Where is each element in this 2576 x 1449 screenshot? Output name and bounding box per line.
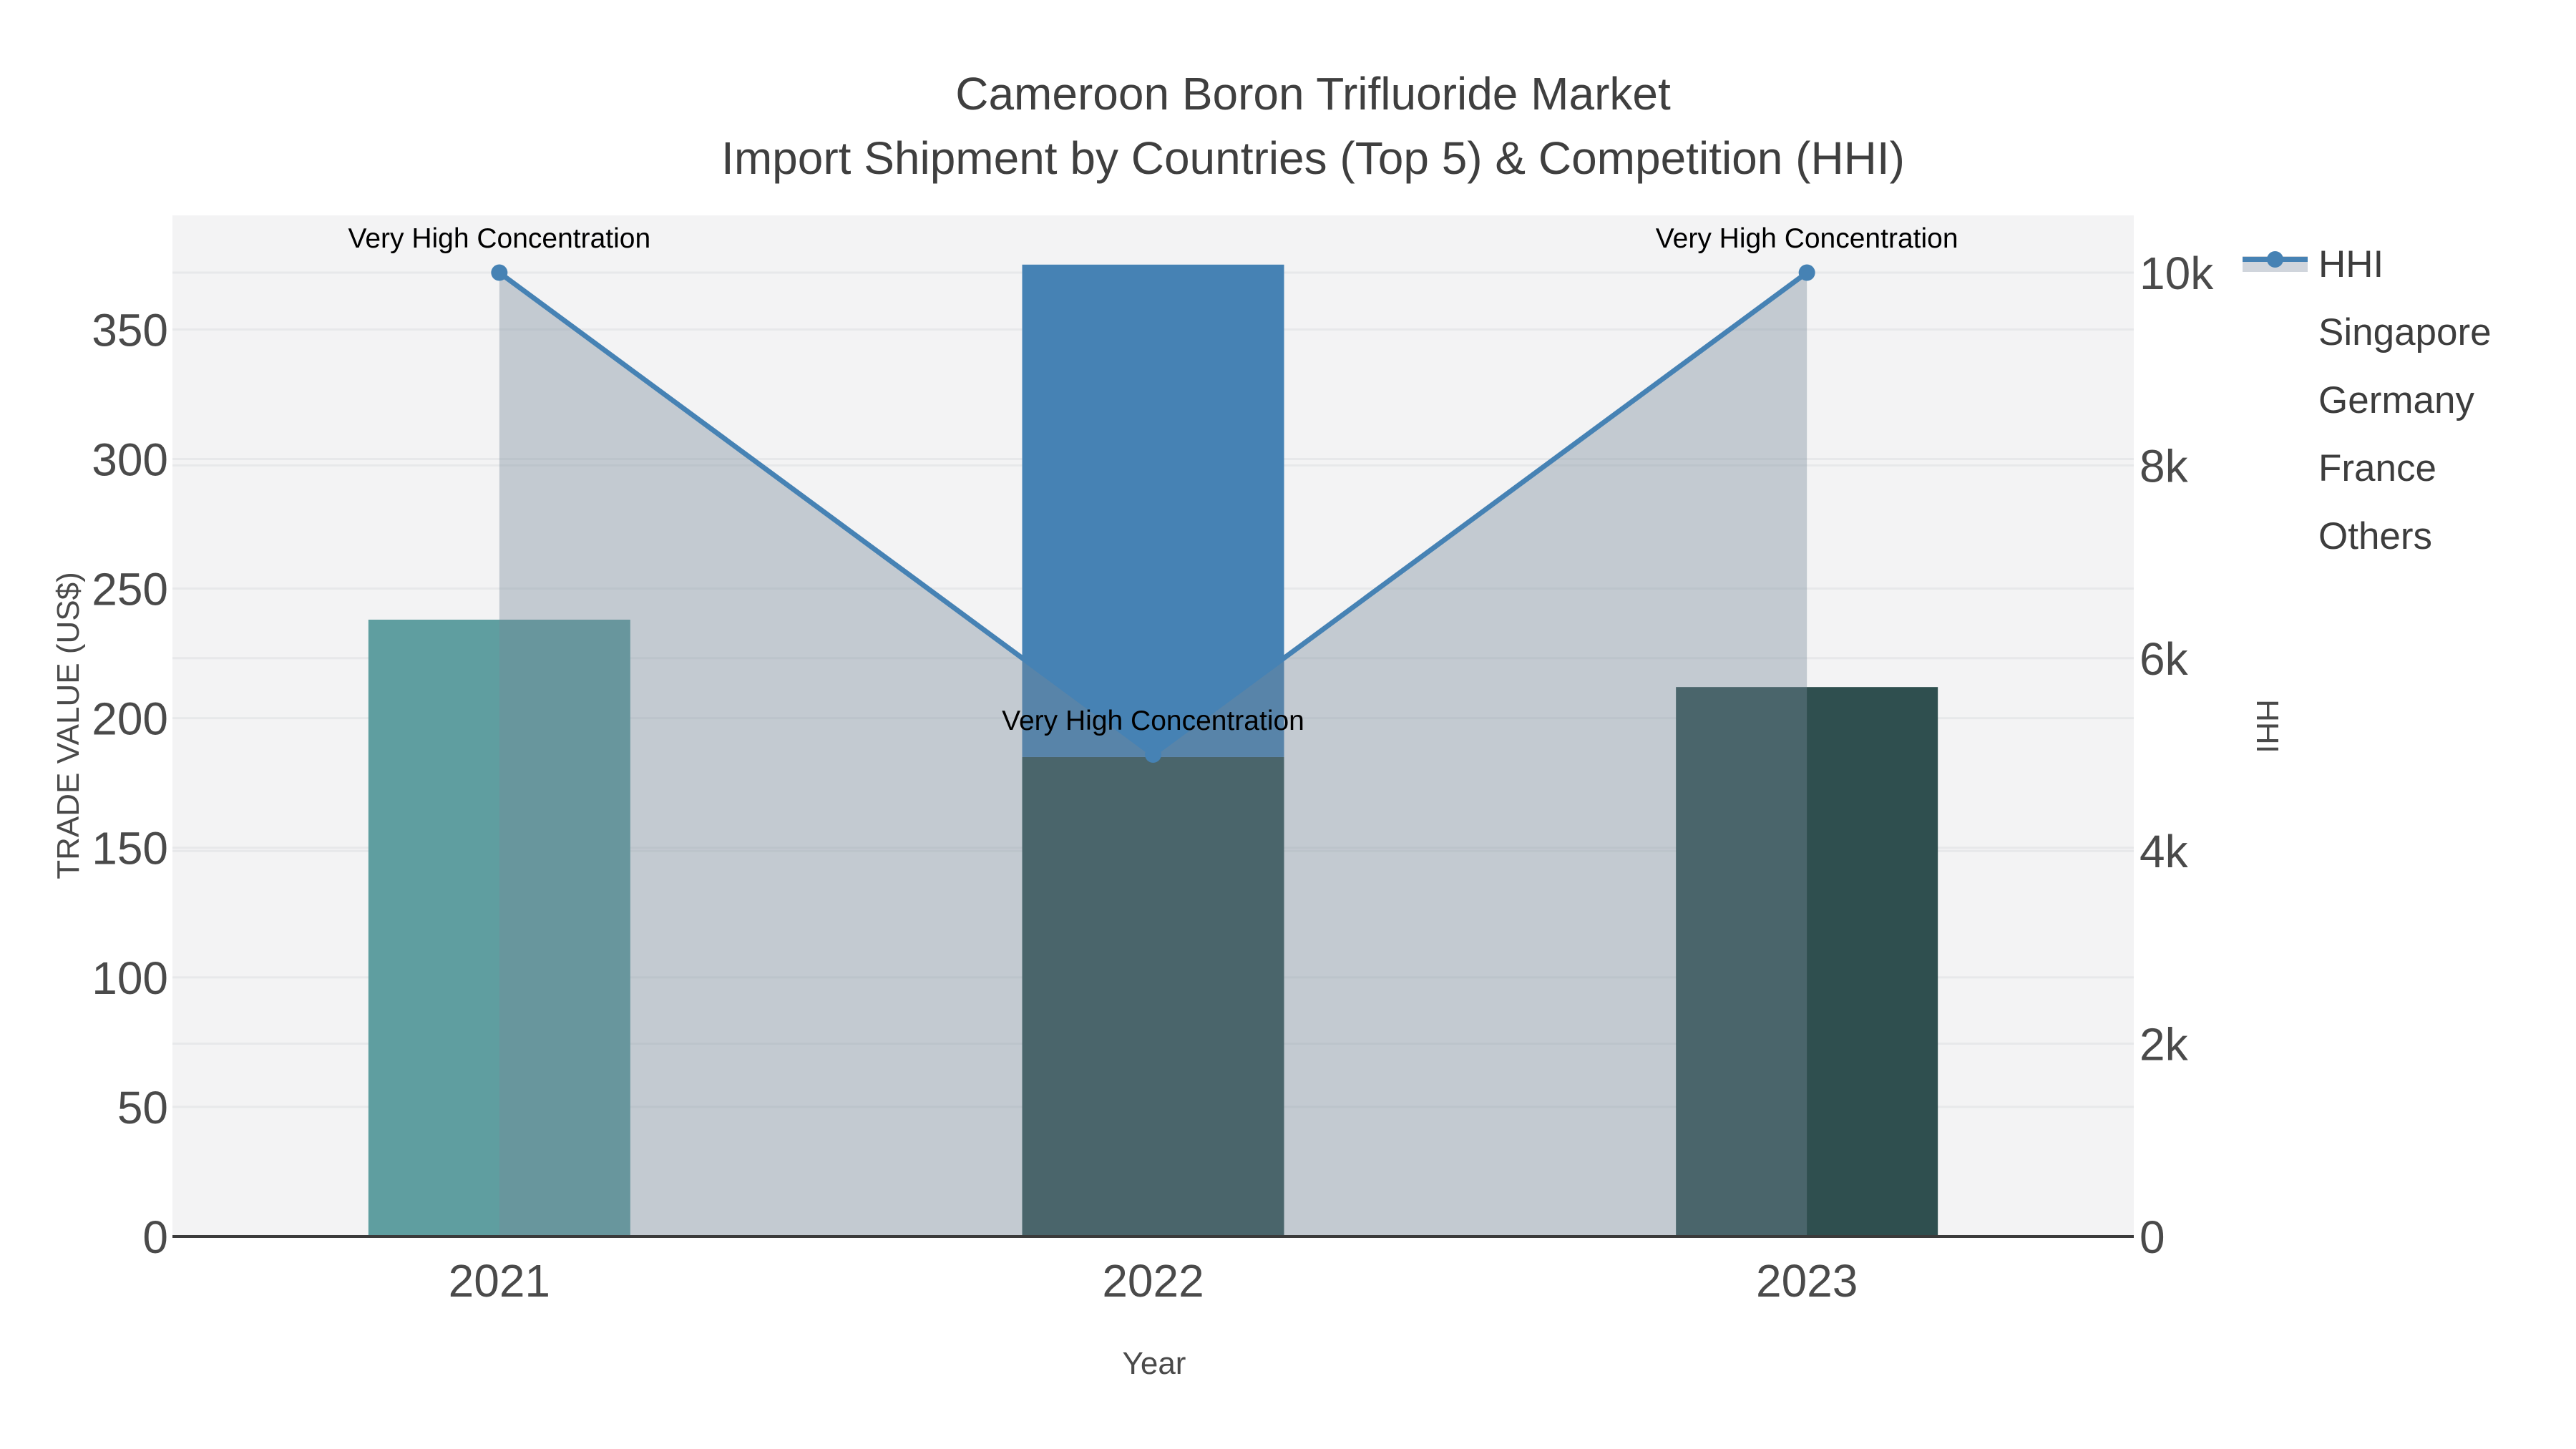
legend-item-others[interactable]: Others (2243, 502, 2492, 570)
hhi-marker-2023 (1798, 264, 1815, 281)
singapore-swatch-icon (2243, 317, 2308, 348)
hhi-marker-2022 (1145, 746, 1161, 763)
right-tick-label: 4k (2140, 826, 2189, 877)
left-tick-label: 350 (92, 304, 168, 356)
left-tick-label: 50 (117, 1082, 168, 1133)
annotation-2022: Very High Concentration (1002, 705, 1304, 736)
left-tick-label: 300 (92, 434, 168, 485)
bar-france-2022 (1022, 756, 1284, 1236)
bar-singapore-2022 (1022, 264, 1284, 757)
right-tick-label: 6k (2140, 633, 2189, 685)
right-tick-label: 2k (2140, 1019, 2189, 1070)
germany-swatch-icon (2243, 385, 2308, 416)
legend-label: Singapore (2318, 311, 2492, 353)
left-tick-label: 0 (142, 1211, 168, 1263)
chart-title-line1: Cameroon Boron Trifluoride Market (955, 68, 1671, 119)
france-swatch-icon (2243, 453, 2308, 484)
legend-item-singapore[interactable]: Singapore (2243, 298, 2492, 366)
legend-item-france[interactable]: France (2243, 434, 2492, 502)
x-axis-title: Year (1122, 1346, 1186, 1381)
right-tick-label: 10k (2140, 248, 2214, 299)
hhi-line-icon (2243, 249, 2308, 280)
chart-title-line2: Import Shipment by Countries (Top 5) & C… (721, 132, 1905, 184)
left-tick-label: 100 (92, 952, 168, 1004)
x-tick-label: 2021 (449, 1255, 550, 1307)
others-swatch-icon (2243, 521, 2308, 552)
legend-item-hhi[interactable]: HHI (2243, 230, 2492, 298)
bar-france-2023 (1676, 687, 1938, 1236)
hhi-marker-2021 (491, 264, 508, 281)
left-tick-label: 250 (92, 564, 168, 615)
left-axis-title: TRADE VALUE (US$) (51, 572, 86, 879)
annotation-2023: Very High Concentration (1655, 223, 1958, 254)
right-axis-title: HHI (2250, 699, 2285, 753)
annotation-2021: Very High Concentration (348, 223, 651, 254)
legend-label: Others (2318, 515, 2433, 557)
legend: HHI Singapore Germany France Others (2243, 230, 2492, 570)
legend-label: France (2318, 447, 2436, 489)
legend-label: Germany (2318, 379, 2474, 421)
left-tick-label: 150 (92, 823, 168, 874)
right-tick-label: 8k (2140, 440, 2189, 492)
x-tick-label: 2023 (1756, 1255, 1858, 1307)
legend-item-germany[interactable]: Germany (2243, 366, 2492, 434)
x-tick-label: 2022 (1102, 1255, 1204, 1307)
bar-germany-2021 (368, 620, 630, 1236)
legend-label: HHI (2318, 243, 2384, 286)
left-tick-label: 200 (92, 693, 168, 745)
right-tick-label: 0 (2140, 1211, 2165, 1263)
